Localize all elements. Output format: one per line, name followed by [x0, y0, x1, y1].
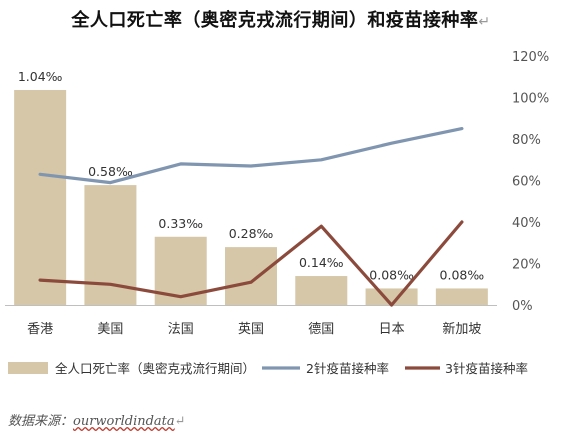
paragraph-mark: ↵ [174, 414, 186, 429]
x-axis: 香港 美国 法国 英国 德国 日本 新加坡 [27, 321, 481, 337]
legend-label: 2针疫苗接种率 [306, 361, 389, 376]
right-axis-tick-label: 20% [512, 258, 541, 273]
source-label: 数据来源： [8, 414, 74, 429]
paragraph-mark: ↵ [478, 14, 491, 30]
bar-data-label: 1.04‰ [18, 69, 63, 84]
source-link: ourworldindata [73, 414, 175, 429]
legend-swatch-bar [8, 362, 48, 374]
legend: 全人口死亡率（奥密克戎流行期间） 2针疫苗接种率 3针疫苗接种率 [8, 361, 528, 376]
bar [295, 276, 348, 305]
legend-label: 全人口死亡率（奥密克戎流行期间） [55, 361, 255, 376]
x-axis-tick-label: 美国 [97, 322, 123, 337]
bar [365, 288, 418, 305]
x-axis-tick-label: 法国 [168, 322, 194, 337]
bar-data-label: 0.08‰ [369, 267, 414, 282]
x-axis-tick-label: 新加坡 [442, 321, 481, 337]
series-line [38, 127, 464, 185]
x-axis-tick-label: 香港 [27, 322, 53, 337]
right-axis-tick-label: 0% [512, 299, 533, 314]
right-axis: 0% 20% 40% 60% 80% 100% 120% [512, 50, 549, 314]
right-axis-tick-label: 80% [512, 133, 541, 148]
x-axis-tick-label: 德国 [308, 322, 334, 337]
right-axis-tick-label: 40% [512, 216, 541, 231]
lines-group [38, 127, 464, 307]
right-axis-tick-label: 100% [512, 92, 549, 107]
bar-data-label: 0.28‰ [229, 226, 274, 241]
bar-data-label: 0.58‰ [88, 164, 133, 179]
legend-label: 3针疫苗接种率 [445, 361, 528, 376]
bar-data-label: 0.33‰ [158, 216, 203, 231]
bar [14, 90, 67, 305]
bar-data-label: 0.14‰ [299, 255, 344, 270]
bar-data-label: 0.08‰ [440, 267, 485, 282]
bar [435, 288, 488, 305]
right-axis-tick-label: 60% [512, 175, 541, 190]
chart-title: 全人口死亡率（奥密克戎流行期间）和疫苗接种率↵ [71, 10, 491, 31]
bars-group [5, 90, 497, 306]
bar [225, 247, 277, 305]
x-axis-tick-label: 英国 [238, 322, 264, 337]
right-axis-tick-label: 120% [512, 50, 549, 65]
source-note: 数据来源：ourworldindata↵ [8, 410, 186, 429]
x-axis-tick-label: 日本 [379, 322, 405, 337]
bar-labels-group: 1.04‰ 0.58‰ 0.33‰ 0.28‰ 0.14‰ 0.08‰ 0.08‰ [18, 69, 485, 282]
series-line [38, 220, 464, 307]
